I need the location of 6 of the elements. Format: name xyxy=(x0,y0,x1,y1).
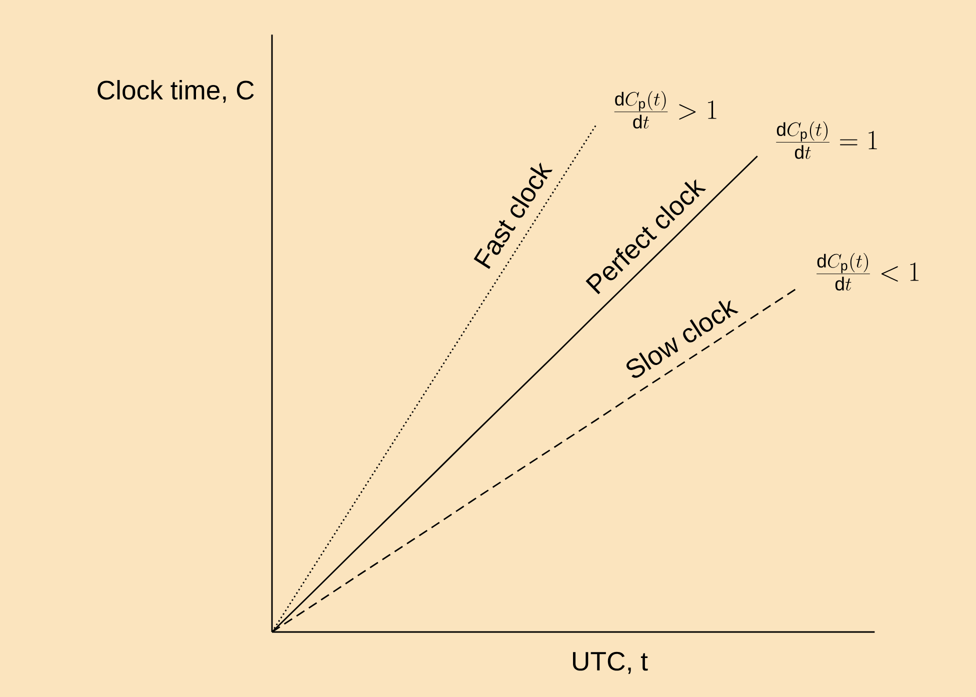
y-axis-title: Clock time, C xyxy=(98,80,254,103)
annotation: $\frac{\mathrm{d}C_\mathrm{p}(t)}{\mathrm{d}t} < 1$ xyxy=(816,252,919,290)
text: Slow clock xyxy=(626,300,739,378)
annotation: $\frac{\mathrm{d}C_\mathrm{p}(t)}{\mathrm{d}t} > 1$ xyxy=(614,90,716,128)
x-axis-title: UTC, t xyxy=(573,652,648,674)
annotation: $\frac{\mathrm{d}C_\mathrm{p}(t)}{\mathrm{d}t} = 1$ xyxy=(776,121,877,159)
